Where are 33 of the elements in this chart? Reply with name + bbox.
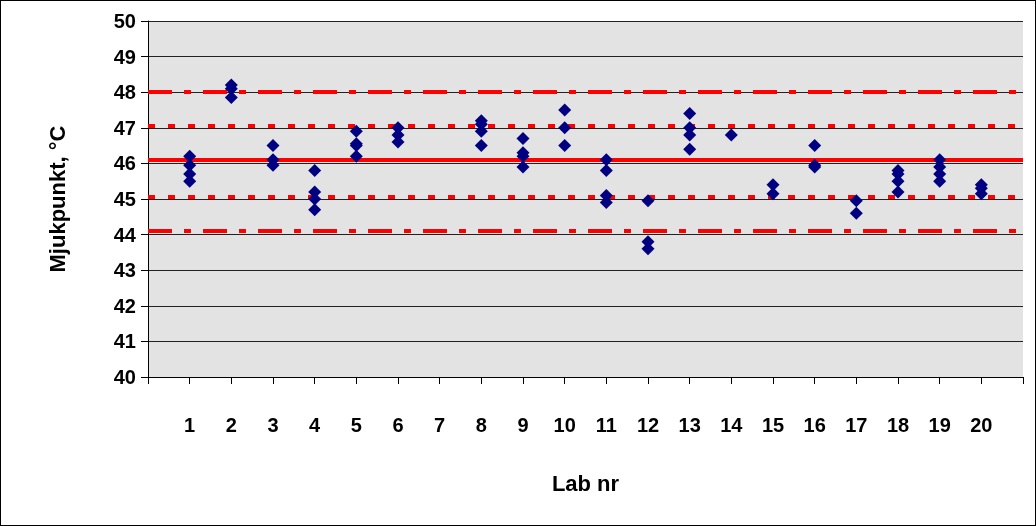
y-tick-label: 47 [113, 116, 136, 139]
y-tick-label: 48 [113, 81, 136, 104]
x-tick-label: 7 [434, 414, 446, 436]
x-tick-label: 10 [553, 414, 576, 436]
x-tick-label: 5 [350, 414, 362, 436]
x-tick-label: 2 [225, 414, 237, 436]
y-tick-label: 40 [113, 366, 136, 388]
y-tick-label: 45 [113, 188, 136, 210]
y-tick-label: 44 [113, 223, 137, 246]
x-tick-label: 20 [970, 414, 993, 436]
x-tick-label: 11 [595, 414, 617, 436]
x-tick-label: 13 [678, 414, 701, 436]
x-tick-label: 9 [517, 414, 529, 436]
x-tick-label: 17 [845, 414, 868, 436]
x-tick-label: 15 [761, 414, 785, 436]
x-axis-title: Lab nr [551, 470, 620, 496]
y-tick-label: 41 [113, 330, 136, 353]
y-axis-title: Mjukpunkt, °C [44, 125, 70, 273]
x-tick-label: 8 [475, 414, 487, 436]
x-tick-label: 3 [267, 414, 279, 436]
x-tick-label: 6 [392, 414, 404, 436]
y-tick-label: 43 [113, 259, 136, 282]
x-tick-label: 18 [886, 414, 910, 436]
y-tick-label: 50 [113, 10, 136, 32]
y-tick-label: 46 [113, 152, 136, 175]
x-tick-label: 14 [720, 414, 744, 436]
x-tick-label: 16 [803, 414, 826, 436]
x-tick-label: 1 [184, 414, 196, 436]
x-tick-label: 12 [636, 414, 660, 436]
y-tick-label: 49 [113, 45, 136, 68]
x-tick-label: 4 [309, 414, 322, 436]
x-tick-label: 19 [928, 414, 951, 436]
y-tick-label: 42 [113, 294, 136, 317]
